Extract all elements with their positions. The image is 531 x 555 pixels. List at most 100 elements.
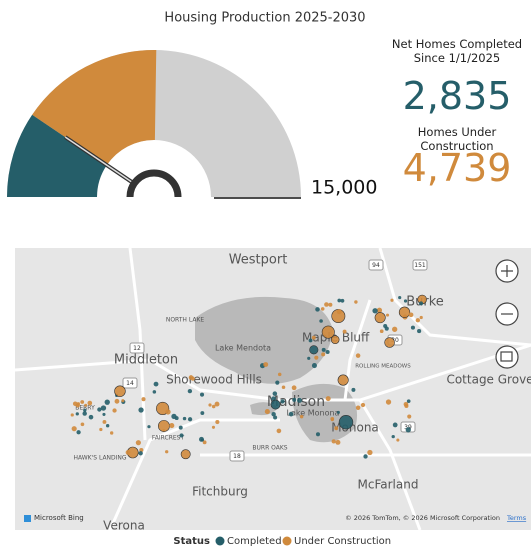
project-point xyxy=(165,409,171,415)
legend-label: Under Construction xyxy=(294,536,391,547)
project-point xyxy=(153,381,159,387)
project-point xyxy=(211,425,216,429)
project-point xyxy=(351,387,356,392)
project-point xyxy=(141,397,146,402)
project-point xyxy=(281,385,286,390)
project-point xyxy=(330,335,340,344)
project-point xyxy=(360,402,366,408)
project-point xyxy=(84,403,88,407)
project-point xyxy=(272,391,278,396)
project-point xyxy=(263,362,269,368)
road-shield xyxy=(122,377,138,389)
gauge-segment xyxy=(7,114,107,197)
project-point xyxy=(407,414,412,419)
project-point xyxy=(330,417,335,421)
project-point xyxy=(292,397,297,402)
project-point xyxy=(315,307,320,312)
project-point xyxy=(276,428,282,434)
project-point xyxy=(125,450,131,455)
project-point xyxy=(99,427,103,432)
place-label: Monona xyxy=(331,421,379,435)
project-point xyxy=(190,376,195,381)
icon xyxy=(500,351,513,362)
project-point xyxy=(384,337,395,348)
project-point xyxy=(325,349,330,354)
project-point xyxy=(390,298,394,302)
road-label: 30 xyxy=(391,337,399,344)
project-point xyxy=(211,404,216,409)
project-point xyxy=(80,400,85,404)
project-point xyxy=(308,338,313,343)
kpi-label: Homes Under Construction xyxy=(417,125,497,153)
project-point xyxy=(105,424,110,428)
project-point xyxy=(319,319,323,323)
project-point xyxy=(372,308,378,314)
icon xyxy=(501,265,513,277)
project-point xyxy=(379,329,384,334)
project-point xyxy=(355,353,361,358)
place-label: FAIRCREST xyxy=(152,435,185,442)
project-point xyxy=(385,399,392,405)
project-point xyxy=(275,380,280,385)
project-point xyxy=(264,409,270,415)
project-point xyxy=(406,399,411,404)
project-point xyxy=(315,432,321,437)
bing-label: Microsoft Bing xyxy=(34,514,84,522)
legend-swatch xyxy=(215,536,225,546)
project-point xyxy=(83,408,87,412)
project-point xyxy=(199,392,205,397)
road-label: 151 xyxy=(414,262,426,269)
project-point xyxy=(178,425,183,430)
place-label: Cottage Grove xyxy=(446,373,531,387)
project-point xyxy=(202,440,207,445)
project-point xyxy=(200,438,204,442)
project-point xyxy=(88,414,94,420)
project-point xyxy=(270,399,281,410)
project-point xyxy=(415,318,421,323)
legend-label: Completed xyxy=(227,536,282,547)
project-point xyxy=(138,407,144,413)
map-background xyxy=(15,248,531,530)
project-point xyxy=(75,412,79,416)
kpi-value: 2,835 xyxy=(402,74,512,118)
project-point xyxy=(337,374,349,386)
project-point xyxy=(391,434,395,439)
project-point xyxy=(182,416,187,421)
project-point xyxy=(419,315,423,320)
project-point xyxy=(325,396,331,402)
place-label: McFarland xyxy=(358,478,419,492)
place-label: Lake Monona xyxy=(287,409,340,418)
project-point xyxy=(398,296,402,300)
road-label: 18 xyxy=(233,453,241,460)
project-point xyxy=(419,301,424,306)
project-point xyxy=(307,356,311,360)
project-point xyxy=(110,431,114,435)
road-label: 14 xyxy=(126,380,134,387)
kpi-label: Net Homes Completed Since 1/1/2025 xyxy=(391,37,523,65)
road-shield xyxy=(412,259,428,271)
project-point xyxy=(102,412,106,416)
project-point xyxy=(340,298,345,303)
project-point xyxy=(342,329,347,334)
map: 941511214303918 Westport Burke NORTH LAK… xyxy=(14,247,531,533)
road-label: 94 xyxy=(372,262,380,269)
project-point xyxy=(355,405,361,410)
project-point xyxy=(338,415,354,430)
project-point xyxy=(165,450,169,454)
project-point xyxy=(138,451,143,456)
project-point xyxy=(82,411,87,416)
project-point xyxy=(398,306,411,318)
project-point xyxy=(70,413,74,417)
gauge-title: Housing Production 2025-2030 xyxy=(164,11,365,26)
lake xyxy=(292,383,358,443)
project-point xyxy=(336,309,342,315)
project-point xyxy=(321,325,335,339)
project-point xyxy=(321,347,326,352)
project-point xyxy=(169,423,175,429)
road-label: 12 xyxy=(133,345,141,352)
project-point xyxy=(75,403,80,408)
project-point xyxy=(311,363,317,369)
terms-link[interactable]: Terms xyxy=(506,514,527,522)
project-point xyxy=(200,411,205,415)
